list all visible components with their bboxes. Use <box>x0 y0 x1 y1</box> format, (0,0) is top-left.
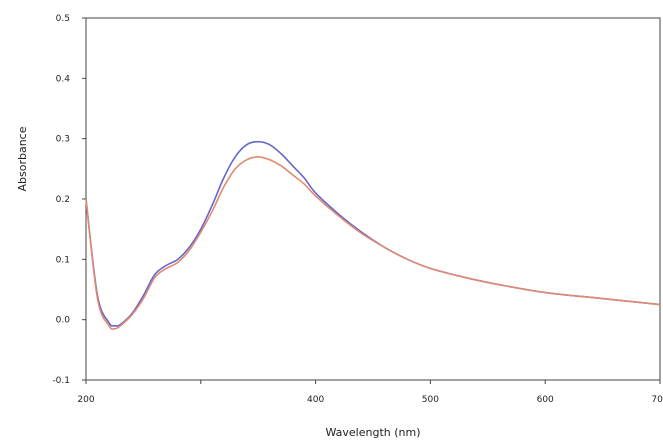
x-tick-label: 700 <box>651 395 663 405</box>
y-tick-label: 0.3 <box>56 135 70 145</box>
series-layer <box>85 140 661 330</box>
y-tick-label: 0.5 <box>56 14 70 24</box>
y-tick-label: 0.4 <box>56 74 71 84</box>
series-line-2 <box>85 155 661 330</box>
y-tick-label: 0.1 <box>56 255 70 265</box>
x-tick-label: 600 <box>537 395 554 405</box>
x-axis-ticks: 200 400 500 600 700 <box>77 380 663 405</box>
x-tick-label: 200 <box>77 395 94 405</box>
x-tick-label: 500 <box>422 395 439 405</box>
y-tick-label: -0.1 <box>52 376 70 386</box>
x-axis-label: Wavelength (nm) <box>325 426 420 439</box>
y-axis-label: Absorbance <box>16 126 29 191</box>
plot-frame <box>85 17 661 381</box>
series-line-1 <box>85 140 661 327</box>
y-tick-label: 0.0 <box>56 316 71 326</box>
x-tick-label: 400 <box>307 395 324 405</box>
y-tick-label: 0.2 <box>56 195 70 205</box>
y-axis-ticks: -0.1 0.0 0.1 0.2 0.3 0.4 0.5 <box>52 14 86 386</box>
